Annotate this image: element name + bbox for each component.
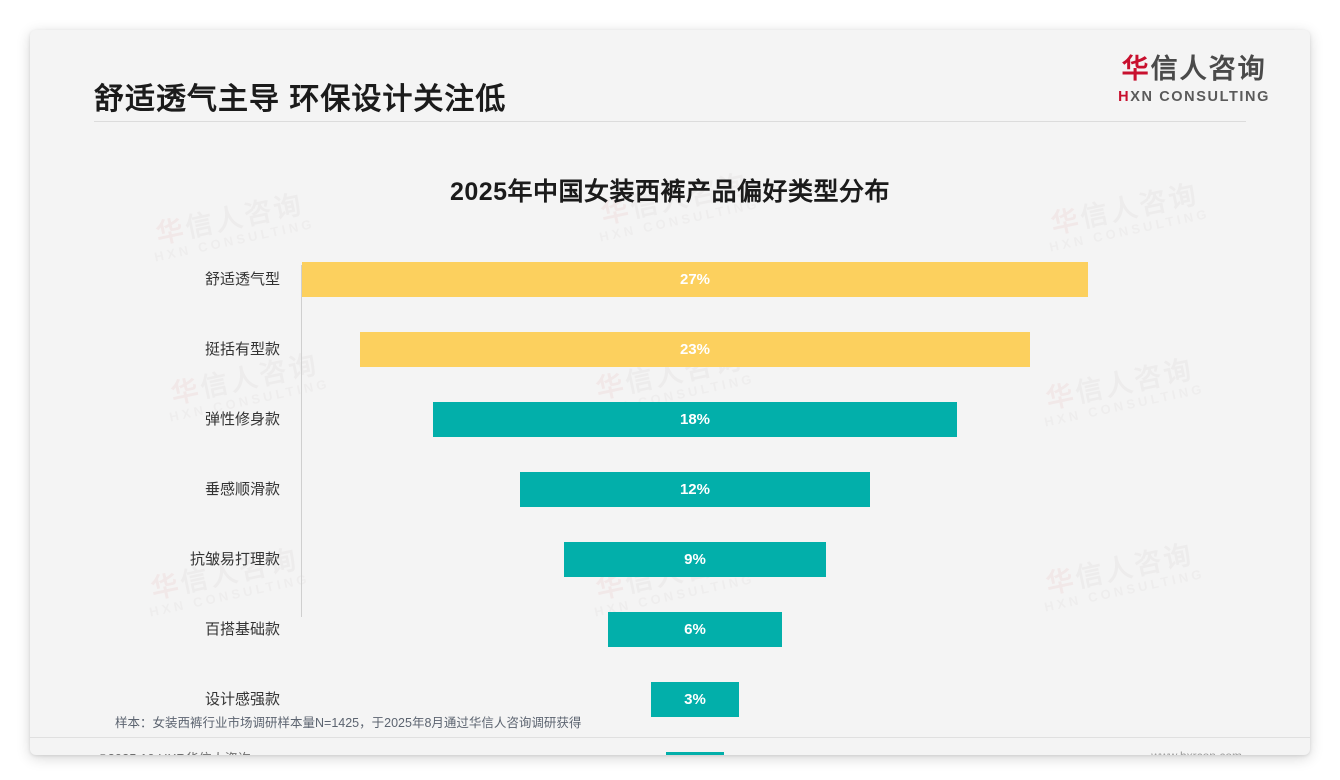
chart-bar: 3% — [651, 682, 739, 717]
chart-category-label: 百搭基础款 — [204, 621, 280, 638]
chart-bar: 18% — [433, 402, 957, 437]
footer-copyright: ©2025.10 HXR华信人咨询 — [98, 748, 251, 755]
watermark-cn-accent: 华 — [153, 213, 190, 250]
chart-bar-row: 垂感顺滑款 12% — [30, 472, 1310, 507]
brand-logo-en-accent: H — [1118, 89, 1131, 105]
brand-logo: 华信人咨询 HXN CONSULTING — [1118, 56, 1270, 105]
chart-bar-row: 百搭基础款 6% — [30, 612, 1310, 647]
page-title: 舒适透气主导 环保设计关注低 — [94, 83, 507, 116]
chart-category-label: 设计感强款 — [204, 691, 280, 708]
chart-category-label: 弹性修身款 — [204, 411, 280, 428]
brand-logo-en: HXN CONSULTING — [1118, 90, 1270, 105]
chart-bar-row: 挺括有型款 23% — [30, 332, 1310, 367]
chart-bar-row: 抗皱易打理款 9% — [30, 542, 1310, 577]
slide-header: 舒适透气主导 环保设计关注低 华信人咨询 HXN CONSULTING — [30, 30, 1310, 126]
chart-bar: 2% — [665, 752, 725, 755]
chart-axis-line — [301, 265, 302, 617]
chart-bar-row: 环保面料款2% — [30, 752, 1310, 755]
funnel-bar-chart: 舒适透气型 27% 挺括有型款 23% 弹性修身款 18% 垂感顺滑款 12% 抗皱易打理款 9%… — [30, 262, 1310, 755]
chart-bar: 23% — [360, 332, 1030, 367]
chart-bar-row: 弹性修身款 18% — [30, 402, 1310, 437]
brand-logo-cn-accent: 华 — [1121, 54, 1151, 84]
chart-bar: 12% — [520, 472, 870, 507]
watermark-cn-accent: 华 — [1048, 203, 1085, 240]
footer-website: www.hxrcon.com — [1151, 749, 1242, 755]
chart-category-label: 挺括有型款 — [204, 341, 280, 358]
chart-category-label: 抗皱易打理款 — [189, 551, 280, 568]
footer-divider — [30, 737, 1310, 738]
source-note: 样本：女装西裤行业市场调研样本量N=1425，于2025年8月通过华信人咨询调研… — [115, 716, 582, 730]
chart-title: 2025年中国女装西裤产品偏好类型分布 — [449, 178, 891, 206]
slide-card: 华信人咨询 HXN CONSULTING 华信人咨询 HXN CONSULTIN… — [30, 30, 1310, 755]
brand-logo-cn-rest: 信人咨询 — [1150, 54, 1267, 84]
watermark-en: HXN CONSULTING — [1047, 206, 1212, 255]
watermark-en: HXN CONSULTING — [152, 216, 317, 265]
header-divider — [94, 121, 1246, 122]
chart-bar-row: 舒适透气型 27% — [30, 262, 1310, 297]
brand-logo-cn: 华信人咨询 — [1118, 56, 1270, 83]
chart-category-label: 垂感顺滑款 — [204, 481, 280, 498]
chart-bar: 6% — [607, 612, 783, 647]
chart-bar-row: 设计感强款 3% — [30, 682, 1310, 717]
chart-bar: 27% — [302, 262, 1088, 297]
brand-logo-en-rest: XN CONSULTING — [1130, 89, 1270, 105]
chart-category-label: 舒适透气型 — [204, 271, 280, 288]
chart-bar: 9% — [564, 542, 826, 577]
